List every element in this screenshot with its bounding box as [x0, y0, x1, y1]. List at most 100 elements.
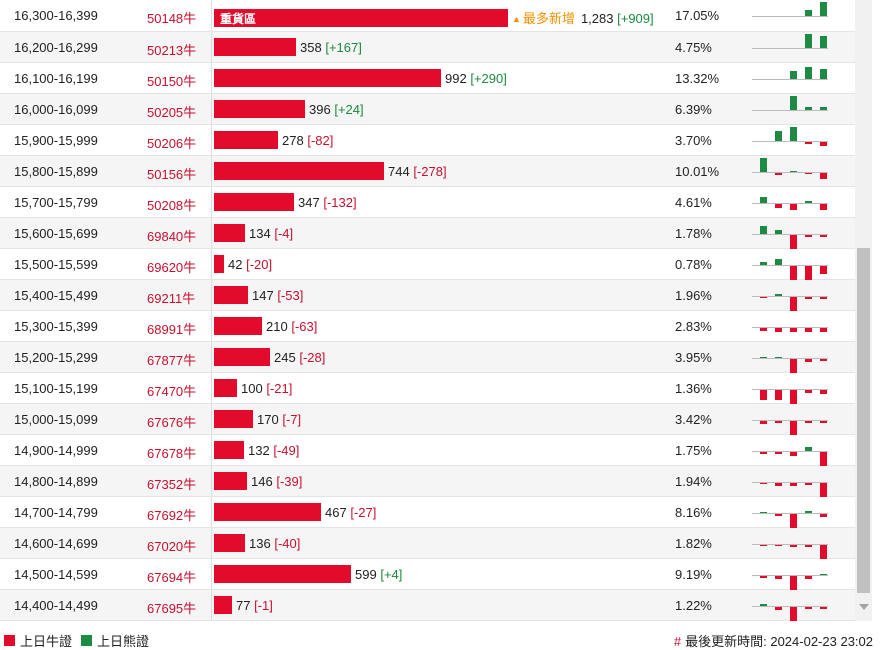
table-row[interactable]: 14,700-14,799 67692牛 467 [-27] 8.16% [0, 497, 855, 528]
table-row[interactable]: 14,600-14,699 67020牛 136 [-40] 1.82% [0, 528, 855, 559]
sparkline-baseline [752, 358, 828, 359]
vertical-scrollbar[interactable] [855, 0, 872, 621]
cbbc-code-link[interactable]: 50156牛 [147, 167, 197, 182]
column-divider [211, 559, 212, 589]
table-row[interactable]: 14,500-14,599 67694牛 599 [+4] 9.19% [0, 559, 855, 590]
legend-bull: 上日牛證 [4, 631, 72, 650]
percentage: 3.42% [675, 412, 712, 427]
column-divider [211, 590, 212, 620]
table-row[interactable]: 15,100-15,199 67470牛 100 [-21] 1.36% [0, 373, 855, 404]
percentage: 1.22% [675, 598, 712, 613]
quantity-text: 467 [-27] [325, 505, 376, 520]
sparkline-bar-bull [820, 421, 827, 423]
quantity-value: 77 [236, 598, 251, 613]
sparkline-chart [748, 156, 832, 187]
table-row[interactable]: 15,500-15,599 69620牛 42 [-20] 0.78% [0, 249, 855, 280]
table-row[interactable]: 14,800-14,899 67352牛 146 [-39] 1.94% [0, 466, 855, 497]
cbbc-code-link[interactable]: 69620牛 [147, 260, 197, 275]
cbbc-code-link[interactable]: 67695牛 [147, 601, 197, 616]
scrollbar-thumb[interactable] [857, 248, 870, 593]
price-range: 15,800-15,899 [14, 164, 98, 179]
table-row[interactable]: 15,000-15,099 67676牛 170 [-7] 3.42% [0, 404, 855, 435]
cbbc-code-link[interactable]: 50208牛 [147, 198, 197, 213]
cbbc-code-link[interactable]: 50150牛 [147, 74, 197, 89]
cbbc-code-link[interactable]: 67877牛 [147, 353, 197, 368]
table-row[interactable]: 15,800-15,899 50156牛 744 [-278] 10.01% [0, 156, 855, 187]
sparkline-bar-bull [805, 266, 812, 280]
table-row[interactable]: 16,200-16,299 50213牛 358 [+167] 4.75% [0, 32, 855, 63]
cbbc-code-link[interactable]: 50206牛 [147, 136, 197, 151]
heavy-zone-label: 重貨區 [220, 12, 257, 26]
sparkline-chart [748, 466, 832, 497]
table-row[interactable]: 15,900-15,999 50206牛 278 [-82] 3.70% [0, 125, 855, 156]
sparkline-bar-bull [820, 359, 827, 361]
cbbc-code-link[interactable]: 68991牛 [147, 322, 197, 337]
table-row[interactable]: 15,200-15,299 67877牛 245 [-28] 3.95% [0, 342, 855, 373]
sparkline-bar-bear [760, 197, 767, 203]
quantity-text: 358 [+167] [300, 40, 362, 55]
sparkline-bar-bull [820, 483, 827, 497]
scroll-down-arrow-icon[interactable] [859, 604, 869, 610]
quantity-text: 347 [-132] [298, 195, 357, 210]
sparkline-chart [748, 187, 832, 218]
cbbc-code-link[interactable]: 50148牛 [147, 11, 197, 26]
price-range: 15,100-15,199 [14, 381, 98, 396]
sparkline-baseline [752, 16, 828, 17]
sparkline-chart [748, 218, 832, 249]
table-row[interactable]: 15,300-15,399 68991牛 210 [-63] 2.83% [0, 311, 855, 342]
quantity-change: [-132] [323, 195, 357, 210]
sparkline-bar-bull [805, 607, 812, 609]
cbbc-code-link[interactable]: 67678牛 [147, 446, 197, 461]
table-row[interactable]: 15,600-15,699 69840牛 134 [-4] 1.78% [0, 218, 855, 249]
sparkline-bar-bull [820, 452, 827, 466]
quantity-change: [-63] [291, 319, 318, 334]
table-row[interactable]: 14,400-14,499 67695牛 77 [-1] 1.22% [0, 590, 855, 621]
legend-bull-label: 上日牛證 [20, 634, 73, 649]
sparkline-bar-bull [805, 328, 812, 332]
column-divider [211, 311, 212, 341]
quantity-text: 100 [-21] [241, 381, 292, 396]
sparkline-bar-bear [790, 171, 797, 172]
sparkline-bar-bull [775, 390, 782, 400]
cbbc-code-link[interactable]: 67694牛 [147, 570, 197, 585]
sparkline-bar-bear [775, 131, 782, 141]
sparkline-bar-bear [760, 262, 767, 265]
table-row[interactable]: 15,400-15,499 69211牛 147 [-53] 1.96% [0, 280, 855, 311]
table-row[interactable]: 16,100-16,199 50150牛 992 [+290] 13.32% [0, 63, 855, 94]
quantity-change: [-4] [274, 226, 294, 241]
cbbc-code-link[interactable]: 50213牛 [147, 43, 197, 58]
sparkline-chart [748, 311, 832, 342]
quantity-value: 396 [309, 102, 331, 117]
cbbc-code-link[interactable]: 69840牛 [147, 229, 197, 244]
sparkline-bar-bull [820, 545, 827, 559]
column-divider [211, 156, 212, 186]
sparkline-bar-bull [790, 328, 797, 332]
price-range: 14,800-14,899 [14, 474, 98, 489]
sparkline-bar-bear [805, 201, 812, 203]
sparkline-bar-bull [790, 483, 797, 486]
sparkline-bar-bull [805, 576, 812, 579]
price-range: 16,300-16,399 [14, 8, 98, 23]
sparkline-bar-bear [790, 96, 797, 110]
cbbc-code-link[interactable]: 67352牛 [147, 477, 197, 492]
price-range: 16,100-16,199 [14, 71, 98, 86]
cbbc-code-link[interactable]: 67692牛 [147, 508, 197, 523]
sparkline-bar-bear [775, 357, 782, 358]
cbbc-code-link[interactable]: 50205牛 [147, 105, 197, 120]
sparkline-chart [748, 559, 832, 590]
cbbc-code-link[interactable]: 69211牛 [147, 291, 196, 306]
table-row[interactable]: 16,300-16,399 50148牛 重貨區 ▲ 最多新增 1,283 [+909] 1… [0, 0, 855, 32]
price-range: 14,400-14,499 [14, 598, 98, 613]
table-row[interactable]: 14,900-14,999 67678牛 132 [-49] 1.75% [0, 435, 855, 466]
legend-bear: 上日熊證 [81, 631, 149, 650]
table-row[interactable]: 16,000-16,099 50205牛 396 [+24] 6.39% [0, 94, 855, 125]
cbbc-code-link[interactable]: 67470牛 [147, 384, 197, 399]
sparkline-baseline [752, 48, 828, 49]
sparkline-baseline [752, 482, 828, 483]
cbbc-code-link[interactable]: 67676牛 [147, 415, 197, 430]
sparkline-bar-bear [820, 2, 827, 16]
cbbc-code-link[interactable]: 67020牛 [147, 539, 197, 554]
percentage: 1.96% [675, 288, 712, 303]
sparkline-bar-bull [790, 297, 797, 311]
table-row[interactable]: 15,700-15,799 50208牛 347 [-132] 4.61% [0, 187, 855, 218]
